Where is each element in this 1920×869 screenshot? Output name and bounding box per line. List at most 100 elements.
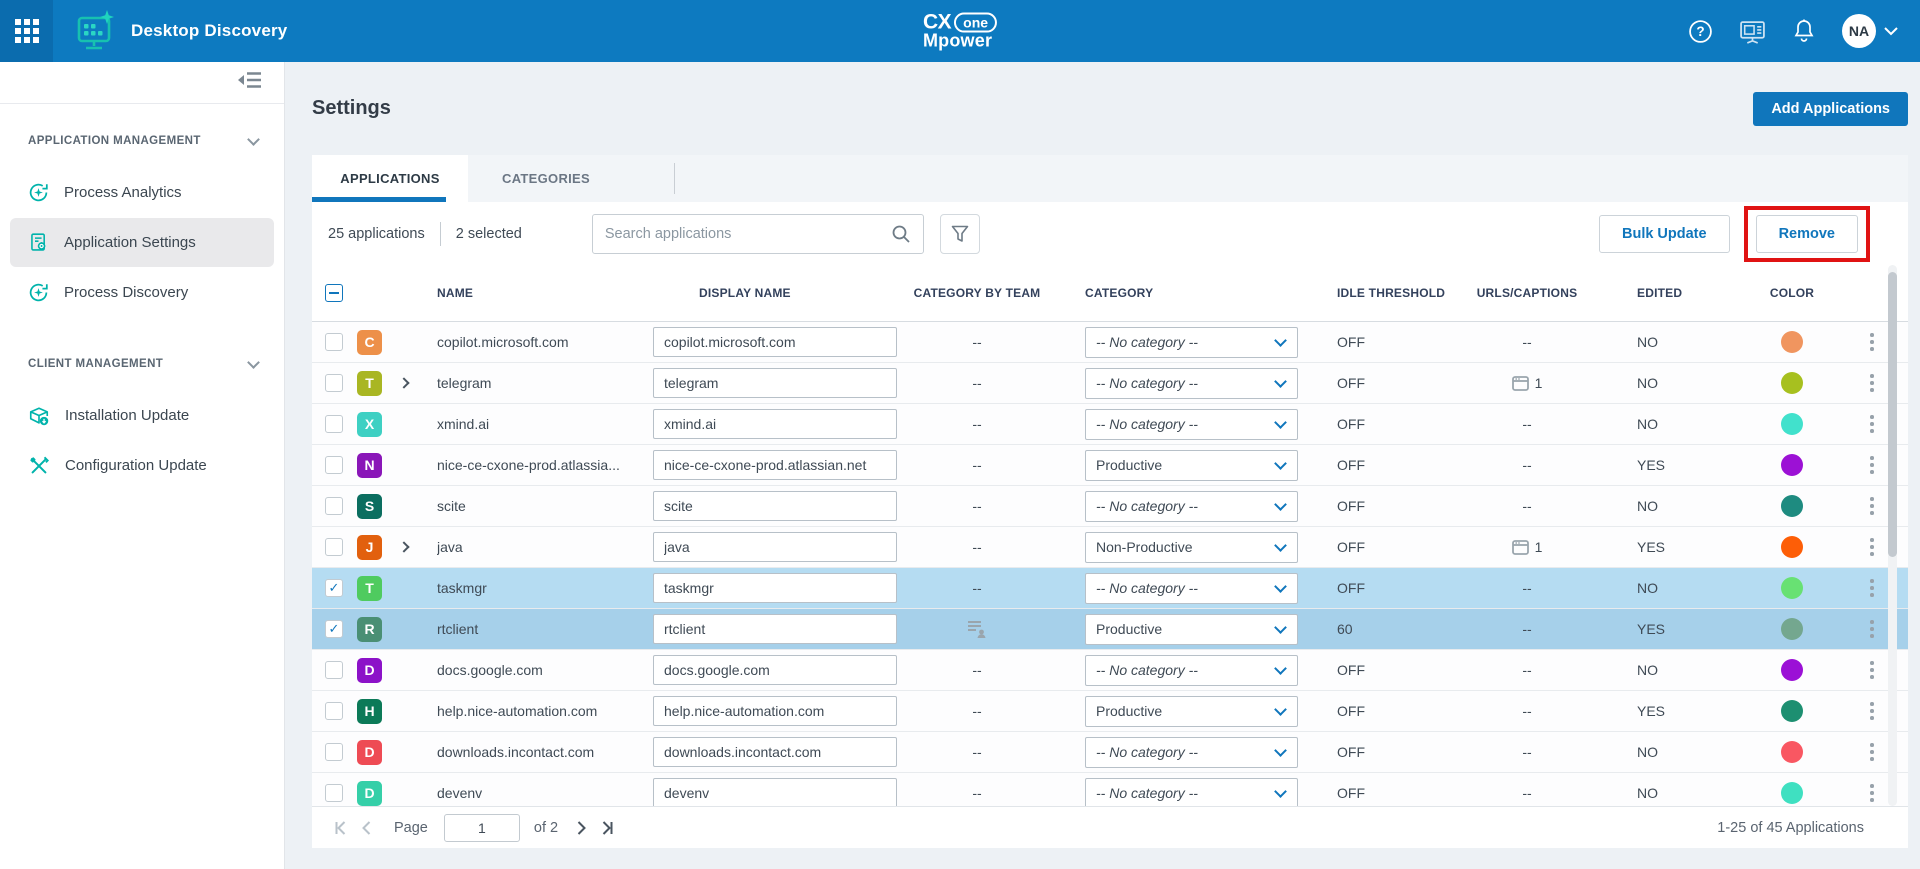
section-application-management[interactable]: APPLICATION MANAGEMENT: [0, 128, 284, 154]
kebab-menu[interactable]: [1857, 374, 1887, 392]
kebab-menu[interactable]: [1857, 415, 1887, 433]
edited-value: NO: [1637, 334, 1658, 350]
sidebar-item-process-analytics[interactable]: Process Analytics: [0, 168, 284, 217]
display-name-input[interactable]: [653, 327, 897, 357]
category-dropdown[interactable]: -- No category --: [1085, 572, 1298, 604]
category-dropdown[interactable]: Productive: [1085, 613, 1298, 645]
color-dot[interactable]: [1781, 659, 1803, 681]
display-name-input[interactable]: [653, 409, 897, 439]
display-name-input[interactable]: [653, 655, 897, 685]
table-row: H help.nice-automation.com -- Productive…: [312, 691, 1908, 732]
color-dot[interactable]: [1781, 372, 1803, 394]
display-name-input[interactable]: [653, 450, 897, 480]
user-menu[interactable]: NA: [1842, 14, 1898, 48]
kebab-menu[interactable]: [1857, 579, 1887, 597]
color-dot[interactable]: [1781, 495, 1803, 517]
row-checkbox[interactable]: [325, 374, 343, 392]
category-by-team-cell: --: [972, 416, 982, 432]
category-dropdown[interactable]: -- No category --: [1085, 408, 1298, 440]
sidebar-collapse-button[interactable]: [238, 71, 262, 94]
color-dot[interactable]: [1781, 577, 1803, 599]
team-categories-icon: [968, 621, 986, 638]
row-checkbox[interactable]: [325, 702, 343, 720]
notifications-button[interactable]: [1792, 18, 1816, 44]
category-dropdown[interactable]: -- No category --: [1085, 490, 1298, 522]
display-name-input[interactable]: [653, 696, 897, 726]
category-dropdown[interactable]: -- No category --: [1085, 654, 1298, 686]
bulk-update-button[interactable]: Bulk Update: [1598, 214, 1730, 253]
kebab-menu[interactable]: [1857, 456, 1887, 474]
kebab-menu[interactable]: [1857, 538, 1887, 556]
row-checkbox[interactable]: [325, 456, 343, 474]
add-applications-button[interactable]: Add Applications: [1753, 91, 1908, 126]
display-name-input[interactable]: [653, 778, 897, 806]
color-dot[interactable]: [1781, 454, 1803, 476]
sidebar-item-label: Process Analytics: [64, 184, 182, 201]
tab-categories[interactable]: CATEGORIES: [502, 171, 590, 186]
expand-chevron-icon[interactable]: [398, 541, 410, 553]
page-number-input[interactable]: [443, 813, 520, 842]
filter-button[interactable]: [939, 213, 980, 254]
tab-applications[interactable]: APPLICATIONS: [312, 155, 468, 202]
category-dropdown[interactable]: Productive: [1085, 695, 1298, 727]
kebab-menu[interactable]: [1857, 743, 1887, 761]
search-input[interactable]: [604, 225, 891, 242]
display-name-input[interactable]: [653, 532, 897, 562]
display-name-input[interactable]: [653, 573, 897, 603]
color-dot[interactable]: [1781, 413, 1803, 435]
walkthrough-button[interactable]: [1739, 19, 1766, 44]
row-checkbox[interactable]: [325, 497, 343, 515]
color-dot[interactable]: [1781, 700, 1803, 722]
idle-threshold-value: OFF: [1337, 662, 1365, 678]
display-name-input[interactable]: [653, 614, 897, 644]
category-dropdown[interactable]: Non-Productive: [1085, 531, 1298, 563]
next-page-button[interactable]: [568, 820, 594, 836]
row-checkbox[interactable]: [325, 784, 343, 802]
previous-page-button[interactable]: [354, 820, 380, 836]
row-checkbox[interactable]: [325, 415, 343, 433]
display-name-input[interactable]: [653, 368, 897, 398]
category-dropdown[interactable]: Productive: [1085, 449, 1298, 481]
color-dot[interactable]: [1781, 536, 1803, 558]
sidebar-item-application-settings[interactable]: Application Settings: [10, 218, 274, 267]
display-name-input[interactable]: [653, 491, 897, 521]
kebab-menu[interactable]: [1857, 620, 1887, 638]
color-dot[interactable]: [1781, 782, 1803, 804]
row-checkbox[interactable]: [325, 743, 343, 761]
remove-button[interactable]: Remove: [1755, 214, 1858, 253]
color-dot[interactable]: [1781, 741, 1803, 763]
last-page-button[interactable]: [594, 820, 620, 836]
kebab-menu[interactable]: [1857, 661, 1887, 679]
sidebar-item-process-discovery[interactable]: Process Discovery: [0, 268, 284, 317]
table-row: R rtclient Productive 60 -- YES: [312, 609, 1908, 650]
sidebar-item-configuration-update[interactable]: Configuration Update: [0, 441, 284, 490]
expand-chevron-icon[interactable]: [398, 377, 410, 389]
sidebar-item-installation-update[interactable]: Installation Update: [0, 391, 284, 440]
display-name-input[interactable]: [653, 737, 897, 767]
dropdown-chevron-icon: [1274, 456, 1287, 470]
category-dropdown[interactable]: -- No category --: [1085, 326, 1298, 358]
first-page-button[interactable]: [328, 820, 354, 836]
row-checkbox[interactable]: [325, 538, 343, 556]
kebab-menu[interactable]: [1857, 784, 1887, 802]
search-icon[interactable]: [891, 224, 911, 244]
color-dot[interactable]: [1781, 618, 1803, 640]
kebab-menu[interactable]: [1857, 497, 1887, 515]
kebab-menu[interactable]: [1857, 333, 1887, 351]
section-client-management[interactable]: CLIENT MANAGEMENT: [0, 351, 284, 377]
row-checkbox[interactable]: [325, 620, 343, 638]
select-all-checkbox[interactable]: [325, 284, 343, 302]
row-checkbox[interactable]: [325, 579, 343, 597]
help-button[interactable]: ?: [1688, 19, 1713, 44]
category-by-team-cell: --: [972, 457, 982, 473]
row-checkbox[interactable]: [325, 333, 343, 351]
scrollbar-thumb[interactable]: [1888, 272, 1897, 557]
row-checkbox[interactable]: [325, 661, 343, 679]
app-launcher-button[interactable]: [0, 0, 53, 62]
kebab-menu[interactable]: [1857, 702, 1887, 720]
category-dropdown[interactable]: -- No category --: [1085, 736, 1298, 768]
category-dropdown[interactable]: -- No category --: [1085, 367, 1298, 399]
color-dot[interactable]: [1781, 331, 1803, 353]
category-dropdown[interactable]: -- No category --: [1085, 777, 1298, 806]
page-title: Settings: [312, 97, 391, 119]
